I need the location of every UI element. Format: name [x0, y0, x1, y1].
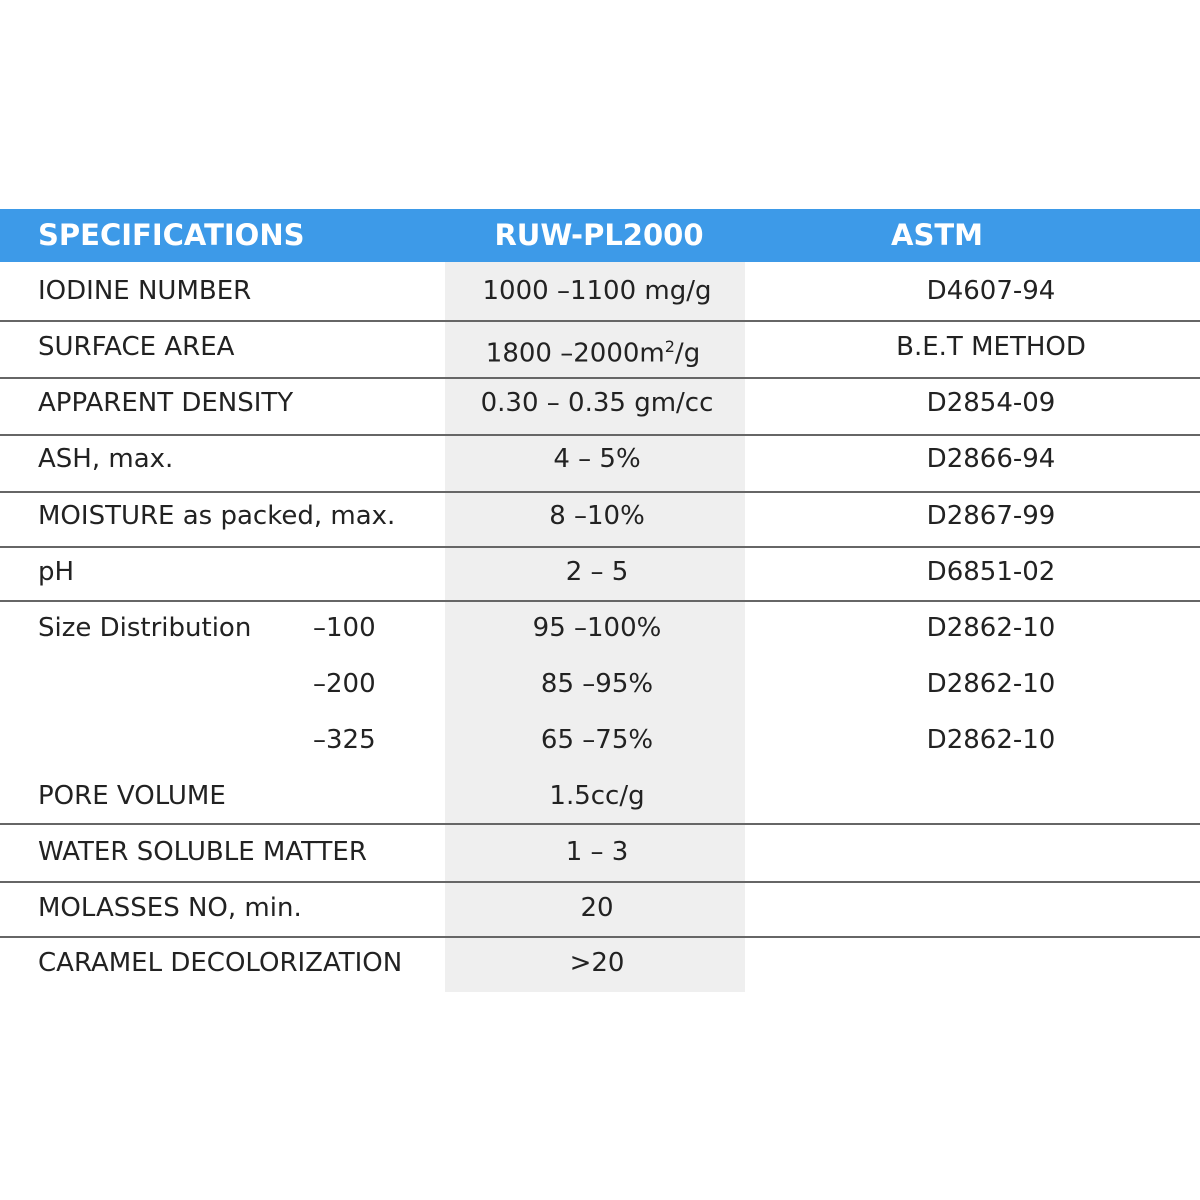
- method-cell: D2862-10: [926, 613, 1056, 643]
- sub-cell: –200: [313, 669, 376, 699]
- value-cell: 2 – 5: [565, 557, 629, 587]
- row-rule: [0, 936, 1200, 938]
- sub-cell: –100: [313, 613, 376, 643]
- spec-cell: WATER SOLUBLE MATTER: [38, 837, 367, 867]
- value-cell: 20: [580, 893, 614, 923]
- method-cell: B.E.T METHOD: [896, 332, 1086, 362]
- sub-cell: –325: [313, 725, 376, 755]
- value-cell: 0.30 – 0.35 gm/cc: [480, 388, 714, 418]
- value-cell: >20: [569, 948, 625, 978]
- row-rule: [0, 377, 1200, 379]
- spec-cell: CARAMEL DECOLORIZATION: [38, 948, 403, 978]
- method-cell: D2854-09: [926, 388, 1056, 418]
- spec-cell: SURFACE AREA: [38, 332, 235, 362]
- value-part: 1800 –2000m: [485, 338, 665, 369]
- row-rule: [0, 546, 1200, 548]
- method-cell: D4607-94: [926, 276, 1056, 306]
- header-cell: SPECIFICATIONS: [38, 218, 305, 252]
- header-cell: RUW-PL2000: [494, 218, 704, 252]
- row-rule: [0, 881, 1200, 883]
- method-cell: D2866-94: [926, 444, 1056, 474]
- spec-cell: APPARENT DENSITY: [38, 388, 294, 418]
- method-cell: D2862-10: [926, 669, 1056, 699]
- value-cell: 95 –100%: [532, 613, 662, 643]
- value-cell: 8 –10%: [549, 501, 645, 531]
- spec-cell: pH: [38, 557, 75, 587]
- value-cell: 65 –75%: [540, 725, 654, 755]
- method-cell: D6851-02: [926, 557, 1056, 587]
- value-cell: 1.5cc/g: [549, 781, 645, 811]
- value-cell: 1800 –2000m2/g: [486, 332, 700, 369]
- spec-cell: Size Distribution: [38, 613, 252, 643]
- superscript: 2: [664, 337, 675, 356]
- value-cell: 1000 –1100 mg/g: [482, 276, 712, 306]
- value-cell: 4 – 5%: [553, 444, 641, 474]
- method-cell: D2862-10: [926, 725, 1056, 755]
- column-shade: [445, 262, 745, 992]
- value-part: /g: [674, 338, 701, 369]
- row-rule: [0, 600, 1200, 602]
- header-bar: SPECIFICATIONS RUW-PL2000 ASTM METHOD: [0, 209, 1200, 305]
- spec-cell: IODINE NUMBER: [38, 276, 252, 306]
- spec-cell: PORE VOLUME: [38, 781, 226, 811]
- row-rule: [0, 823, 1200, 825]
- row-rule: [0, 320, 1200, 322]
- row-rule: [0, 491, 1200, 493]
- value-cell: 1 – 3: [565, 837, 629, 867]
- method-cell: D2867-99: [926, 501, 1056, 531]
- spec-cell: MOLASSES NO, min.: [38, 893, 302, 923]
- row-rule: [0, 434, 1200, 436]
- header-cell: ASTM METHOD: [891, 218, 1033, 305]
- value-cell: 85 –95%: [540, 669, 654, 699]
- spec-cell: ASH, max.: [38, 444, 174, 474]
- spec-cell: MOISTURE as packed, max.: [38, 501, 396, 531]
